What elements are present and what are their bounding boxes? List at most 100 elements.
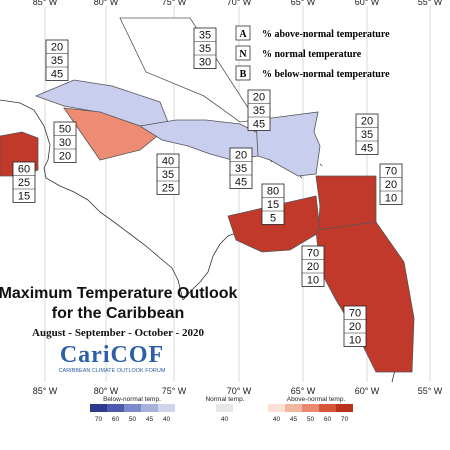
lon-label: 70° W xyxy=(227,0,252,7)
legend-swatch-above xyxy=(336,404,353,412)
lon-label: 70° W xyxy=(227,386,252,396)
lon-label: 85° W xyxy=(33,386,58,396)
prob-value: 10 xyxy=(385,193,397,205)
lon-label: 75° W xyxy=(162,0,187,7)
prob-value: 40 xyxy=(162,156,174,168)
prob-value: 15 xyxy=(267,199,279,211)
lon-label: 55° W xyxy=(418,386,443,396)
legend-tick: 45 xyxy=(290,416,298,423)
prob-value: 10 xyxy=(349,335,361,347)
title-line-1: Maximum Temperature Outlook xyxy=(0,285,238,302)
prob-value: 20 xyxy=(51,42,63,54)
legend-tick: 40 xyxy=(221,416,229,423)
below-normal-label: Below-normal temp. xyxy=(103,396,161,403)
legend-swatch-normal xyxy=(216,404,233,412)
legend-ticks: 70 60 50 45 40 40 40 45 50 60 70 xyxy=(95,416,349,423)
legend-tick: 70 xyxy=(341,416,349,423)
legend-key: A % above-normal temperature N % normal … xyxy=(235,25,390,81)
legend-tick: 70 xyxy=(95,416,103,423)
legend-swatch-above xyxy=(319,404,336,412)
prob-value: 35 xyxy=(199,30,211,42)
legend-swatch-below xyxy=(107,404,124,412)
legend-swatches xyxy=(90,404,353,412)
prob-value: 20 xyxy=(385,179,397,191)
prob-value: 50 xyxy=(59,124,71,136)
caricof-logo: CariCOF CARIBBEAN CLIMATE OUTLOOK FORUM xyxy=(59,342,166,374)
legend-key-text: % below-normal temperature xyxy=(262,69,390,80)
legend-swatch-above xyxy=(268,404,285,412)
lon-label: 80° W xyxy=(94,0,119,7)
legend-key-letter: A xyxy=(239,29,247,40)
region-guianas xyxy=(315,221,415,373)
prob-value: 35 xyxy=(162,169,174,181)
logo-tagline: CARIBBEAN CLIMATE OUTLOOK FORUM xyxy=(59,368,166,374)
prob-value: 35 xyxy=(51,55,63,67)
legend-tick: 40 xyxy=(163,416,171,423)
prob-value: 35 xyxy=(235,163,247,175)
prob-value: 35 xyxy=(199,43,211,55)
prob-value: 45 xyxy=(51,69,63,81)
prob-value: 45 xyxy=(253,119,265,131)
lon-label: 60° W xyxy=(355,386,380,396)
title-period: August - September - October - 2020 xyxy=(32,327,204,339)
legend-tick: 45 xyxy=(146,416,154,423)
prob-value: 20 xyxy=(235,150,247,162)
lon-label: 75° W xyxy=(162,386,187,396)
prob-value: 35 xyxy=(361,129,373,141)
legend-swatch-below xyxy=(90,404,107,412)
prob-value: 10 xyxy=(307,275,319,287)
legend-swatch-above xyxy=(302,404,319,412)
legend-key-text: % normal temperature xyxy=(262,49,362,60)
prob-value: 20 xyxy=(307,261,319,273)
prob-value: 20 xyxy=(361,116,373,128)
title-line-2: for the Caribbean xyxy=(52,305,184,322)
prob-value: 80 xyxy=(267,186,279,198)
prob-value: 60 xyxy=(18,164,30,176)
lon-label: 85° W xyxy=(33,0,58,7)
prob-value: 20 xyxy=(59,151,71,163)
region-bahamas xyxy=(119,17,257,123)
longitude-labels-bottom: 85° W 80° W 75° W 70° W 65° W 60° W 55° … xyxy=(33,386,443,396)
prob-value: 70 xyxy=(385,166,397,178)
prob-value: 5 xyxy=(270,213,276,225)
legend-tick: 60 xyxy=(112,416,120,423)
map-title: Maximum Temperature Outlook for the Cari… xyxy=(0,285,238,339)
prob-value: 25 xyxy=(18,177,30,189)
prob-value: 20 xyxy=(349,321,361,333)
lon-label: 55° W xyxy=(418,0,443,7)
normal-label: Normal temp. xyxy=(205,396,244,403)
legend-tick: 50 xyxy=(129,416,137,423)
legend-key-letter: B xyxy=(240,69,247,80)
legend-tick: 60 xyxy=(324,416,332,423)
prob-value: 45 xyxy=(235,177,247,189)
legend-key-letter: N xyxy=(239,49,247,60)
legend-key-text: % above-normal temperature xyxy=(262,29,390,40)
prob-value: 25 xyxy=(162,183,174,195)
probability-boxes: 3535302035455030206025154035252035452035… xyxy=(12,27,403,347)
lon-label: 60° W xyxy=(355,0,380,7)
prob-value: 70 xyxy=(307,248,319,260)
legend-swatch-above xyxy=(285,404,302,412)
prob-value: 15 xyxy=(18,191,30,203)
legend-tick: 50 xyxy=(307,416,315,423)
legend-swatch-below xyxy=(124,404,141,412)
prob-value: 45 xyxy=(361,143,373,155)
legend-tick: 40 xyxy=(273,416,281,423)
longitude-labels-top: 85° W 80° W 75° W 70° W 65° W 60° W 55° … xyxy=(33,0,443,7)
color-legend: Below-normal temp. Normal temp. Above-no… xyxy=(90,396,353,423)
region-leewards xyxy=(255,111,321,177)
prob-value: 30 xyxy=(199,57,211,69)
